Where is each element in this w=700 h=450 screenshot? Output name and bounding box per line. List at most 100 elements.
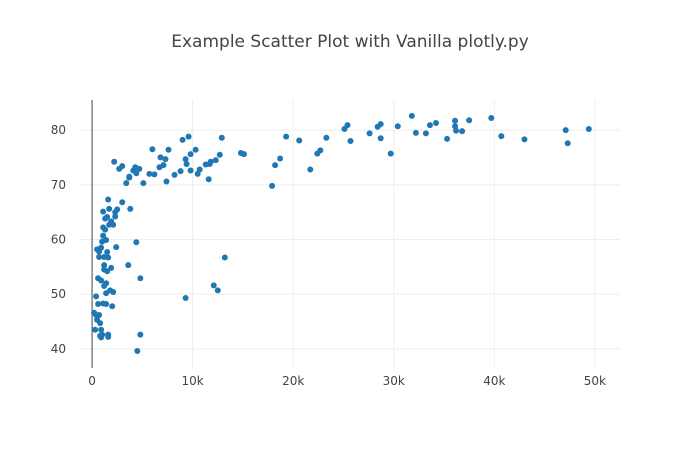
scatter-point xyxy=(125,262,132,269)
scatter-point xyxy=(132,164,139,171)
scatter-point xyxy=(387,150,394,157)
scatter-point xyxy=(408,112,415,119)
scatter-point xyxy=(240,151,247,158)
scatter-point xyxy=(488,115,495,122)
scatter-point xyxy=(110,288,117,295)
scatter-point xyxy=(165,146,172,153)
scatter-point xyxy=(205,176,212,183)
x-tick-label: 10k xyxy=(182,374,204,388)
scatter-point xyxy=(94,246,101,253)
scatter-point xyxy=(114,206,121,213)
scatter-point xyxy=(307,166,314,173)
grid-layer xyxy=(80,100,620,368)
scatter-point xyxy=(432,119,439,126)
scatter-point xyxy=(96,311,103,318)
scatter-point xyxy=(102,226,109,233)
y-tick-label: 50 xyxy=(51,287,66,301)
scatter-point xyxy=(177,168,184,175)
scatter-point xyxy=(106,205,113,212)
scatter-point xyxy=(412,129,419,136)
scatter-point xyxy=(444,135,451,142)
scatter-point xyxy=(126,174,133,181)
scatter-point xyxy=(109,303,116,310)
scatter-point xyxy=(92,326,99,333)
scatter-point xyxy=(104,268,111,275)
scatter-point xyxy=(272,162,279,169)
scatter-point xyxy=(216,151,223,158)
scatter-point xyxy=(206,160,213,167)
scatter-point xyxy=(185,133,192,140)
scatter-point xyxy=(212,157,219,164)
scatter-point xyxy=(422,130,429,137)
x-tick-label: 50k xyxy=(584,374,606,388)
scatter-point xyxy=(96,253,103,260)
scatter-point xyxy=(119,163,126,170)
scatter-point xyxy=(426,122,433,129)
scatter-points xyxy=(91,112,592,355)
scatter-point xyxy=(137,331,144,338)
x-tick-label: 0 xyxy=(88,374,96,388)
scatter-point xyxy=(347,138,354,145)
scatter-point xyxy=(156,164,163,171)
scatter-point xyxy=(344,122,351,129)
scatter-point xyxy=(196,166,203,173)
scatter-point xyxy=(108,218,115,225)
scatter-point xyxy=(103,280,110,287)
scatter-point xyxy=(151,171,158,178)
scatter-point xyxy=(100,232,107,239)
scatter-point xyxy=(564,140,571,147)
scatter-point xyxy=(171,171,178,178)
scatter-point xyxy=(521,136,528,143)
scatter-point xyxy=(179,136,186,143)
scatter-point xyxy=(296,137,303,144)
scatter-point xyxy=(100,300,107,307)
scatter-point xyxy=(133,170,140,177)
scatter-point xyxy=(452,117,459,124)
scatter-point xyxy=(140,180,147,187)
scatter-point xyxy=(182,156,189,163)
scatter-point xyxy=(146,170,153,177)
scatter-point xyxy=(585,125,592,132)
scatter-point xyxy=(366,130,373,137)
scatter-point xyxy=(192,146,199,153)
scatter-point xyxy=(210,282,217,289)
scatter-point xyxy=(269,182,276,189)
scatter-point xyxy=(119,199,126,206)
y-tick-label: 80 xyxy=(51,123,66,137)
scatter-point xyxy=(187,167,194,174)
scatter-point xyxy=(104,249,111,256)
scatter-point xyxy=(104,214,111,221)
scatter-point xyxy=(187,151,194,158)
scatter-point xyxy=(157,154,164,161)
y-tick-label: 60 xyxy=(51,232,66,246)
scatter-point xyxy=(111,158,118,165)
scatter-point xyxy=(134,348,141,355)
scatter-point xyxy=(317,147,324,154)
scatter-point xyxy=(127,205,134,212)
x-tick-label: 20k xyxy=(282,374,304,388)
scatter-point xyxy=(214,287,221,294)
tick-labels: 0 10k 20k 30k 40k 50k 40 50 60 70 80 xyxy=(51,123,606,388)
scatter-point xyxy=(394,123,401,130)
scatter-point xyxy=(113,244,120,251)
scatter-point xyxy=(137,275,144,282)
x-tick-label: 30k xyxy=(383,374,405,388)
scatter-point xyxy=(103,290,110,297)
scatter-point xyxy=(97,332,104,339)
scatter-point xyxy=(95,301,102,308)
x-tick-label: 40k xyxy=(483,374,505,388)
scatter-point xyxy=(133,239,140,246)
y-tick-label: 70 xyxy=(51,178,66,192)
scatter-point xyxy=(221,254,228,261)
scatter-point xyxy=(98,326,105,333)
scatter-point xyxy=(459,128,466,135)
scatter-point xyxy=(562,127,569,134)
scatter-point xyxy=(283,133,290,140)
scatter-point xyxy=(377,121,384,128)
scatter-point xyxy=(103,237,110,244)
scatter-point xyxy=(149,146,156,153)
scatter-point xyxy=(101,262,108,269)
scatter-point xyxy=(97,320,104,327)
